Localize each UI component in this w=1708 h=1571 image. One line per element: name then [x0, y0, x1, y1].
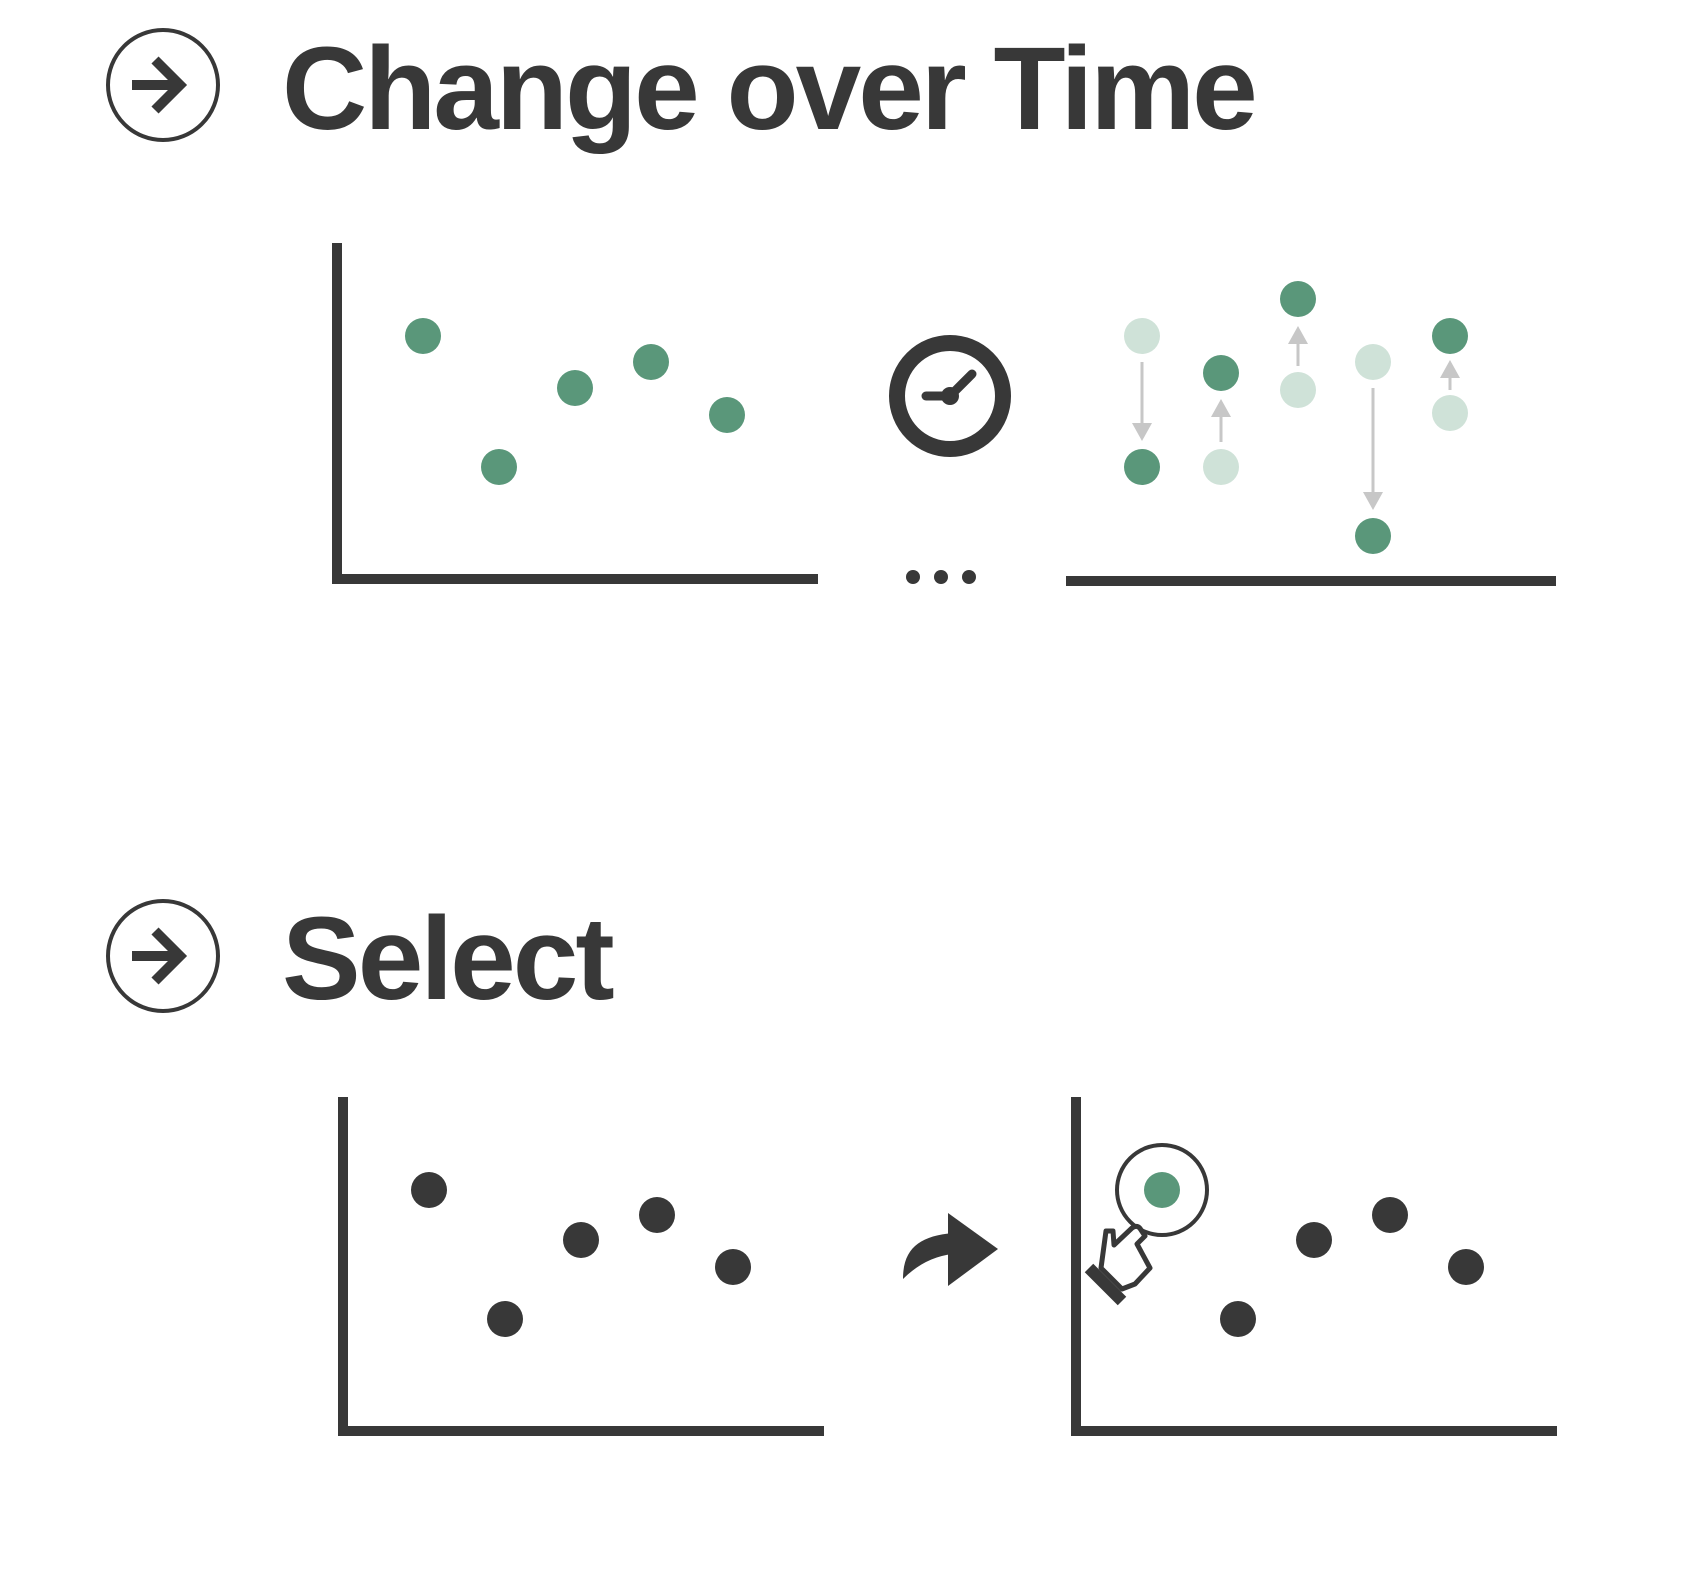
data-point [633, 344, 669, 380]
data-point [405, 318, 441, 354]
scatterplot-before [332, 243, 818, 584]
data-point [487, 1301, 523, 1337]
motion-arrow-head [1211, 399, 1231, 417]
data-point [1220, 1301, 1256, 1337]
change-over-time-diagram [332, 243, 1556, 586]
data-point-old [1355, 344, 1391, 380]
scatterplot-unselected [338, 1097, 824, 1436]
hand-pointer-icon [1084, 1223, 1153, 1306]
section-header: Change over Time [0, 20, 1708, 160]
clock-icon [889, 335, 1011, 457]
data-point [1296, 1222, 1332, 1258]
data-point-old [1124, 318, 1160, 354]
ellipsis-icon [906, 570, 976, 584]
data-point-old [1280, 372, 1316, 408]
data-point-old [1203, 449, 1239, 485]
data-point [411, 1172, 447, 1208]
motion-arrow-head [1363, 492, 1383, 510]
section-title: Select [282, 893, 615, 1025]
selection-ring [1115, 1143, 1209, 1237]
arrow-right-circle-icon [106, 28, 220, 142]
data-point [1124, 449, 1160, 485]
curved-arrow-icon [903, 1213, 998, 1286]
section-header: Select [0, 898, 1708, 1038]
section-select: Select [0, 880, 1708, 1480]
data-point-selected [1144, 1172, 1180, 1208]
motion-arrow-head [1440, 360, 1460, 378]
data-point [1280, 281, 1316, 317]
data-point-old [1432, 395, 1468, 431]
scatterplot-after [1066, 281, 1556, 586]
scatterplot-selected [1071, 1097, 1557, 1436]
data-point [1432, 318, 1468, 354]
section-title: Change over Time [282, 23, 1258, 155]
data-point [709, 397, 745, 433]
select-diagram [338, 1097, 1557, 1436]
data-point [639, 1197, 675, 1233]
data-point [715, 1249, 751, 1285]
arrow-right-circle-icon [106, 899, 220, 1013]
data-point [1372, 1197, 1408, 1233]
data-point [1203, 355, 1239, 391]
section-change-over-time: Change over Time [0, 0, 1708, 700]
data-point [1355, 518, 1391, 554]
motion-arrow-head [1132, 423, 1152, 441]
data-point [557, 370, 593, 406]
data-point [481, 449, 517, 485]
motion-arrow-head [1288, 326, 1308, 344]
data-point [563, 1222, 599, 1258]
data-point [1448, 1249, 1484, 1285]
